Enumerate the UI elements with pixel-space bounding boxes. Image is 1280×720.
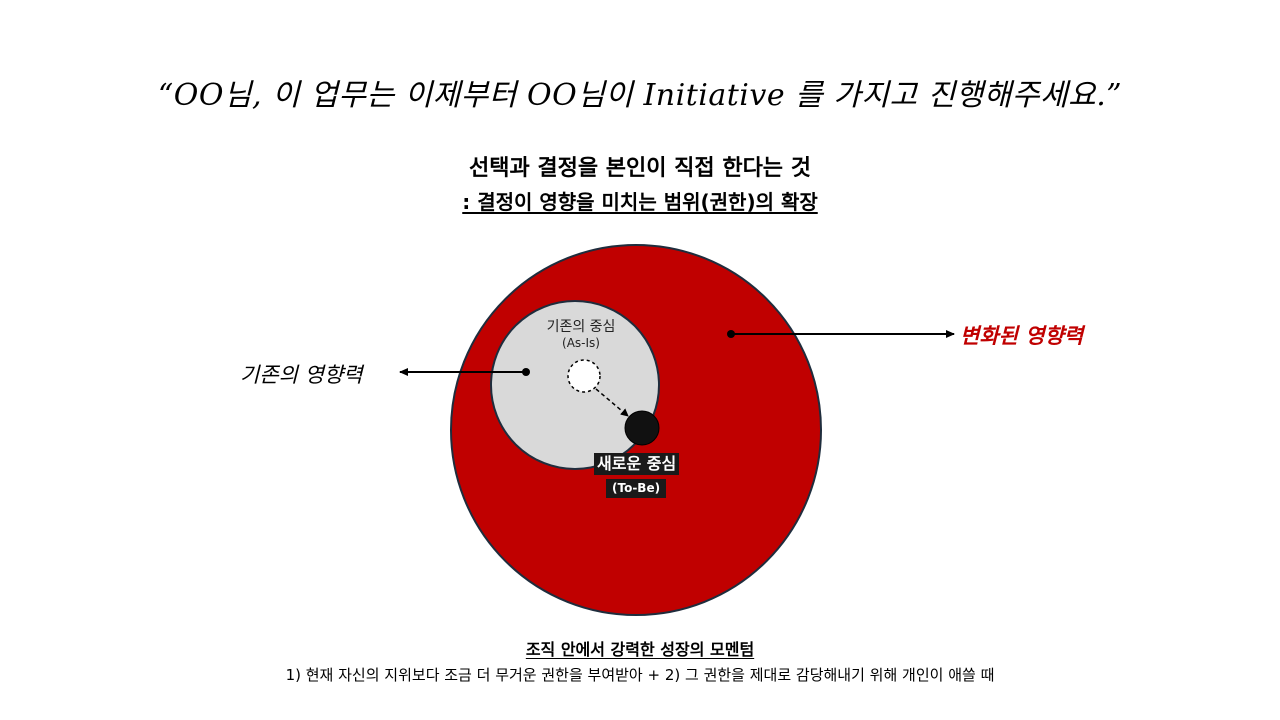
new-influence-label: 변화된 영향력 bbox=[960, 324, 1084, 348]
as-is-label: 기존의 중심 bbox=[546, 319, 616, 335]
to-be-center-marker bbox=[624, 410, 660, 446]
as-is-center-marker bbox=[567, 359, 601, 393]
quote-text: “OO님, 이 업무는 이제부터 OO님이 Initiative 를 가지고 진… bbox=[157, 78, 1123, 113]
page-subtitle-text: : 결정이 영향을 미치는 범위(권한)의 확장 bbox=[462, 190, 818, 214]
to-be-label: 새로운 중심 bbox=[594, 453, 680, 475]
momentum-title: 조직 안에서 강력한 성장의 모멘텀 bbox=[525, 640, 755, 659]
to-be-sublabel: (To-Be) bbox=[606, 479, 667, 498]
momentum-description: 1) 현재 자신의 지위보다 조금 더 무거운 권한을 부여받아 + 2) 그 … bbox=[285, 666, 995, 684]
old-influence-label: 기존의 영향력 bbox=[240, 363, 363, 387]
page-subtitle: : 결정이 영향을 미치는 범위(권한)의 확장 bbox=[0, 186, 1280, 215]
as-is-sublabel: (As-Is) bbox=[562, 336, 600, 350]
page-title: 선택과 결정을 본인이 직접 한다는 것 bbox=[469, 156, 811, 181]
